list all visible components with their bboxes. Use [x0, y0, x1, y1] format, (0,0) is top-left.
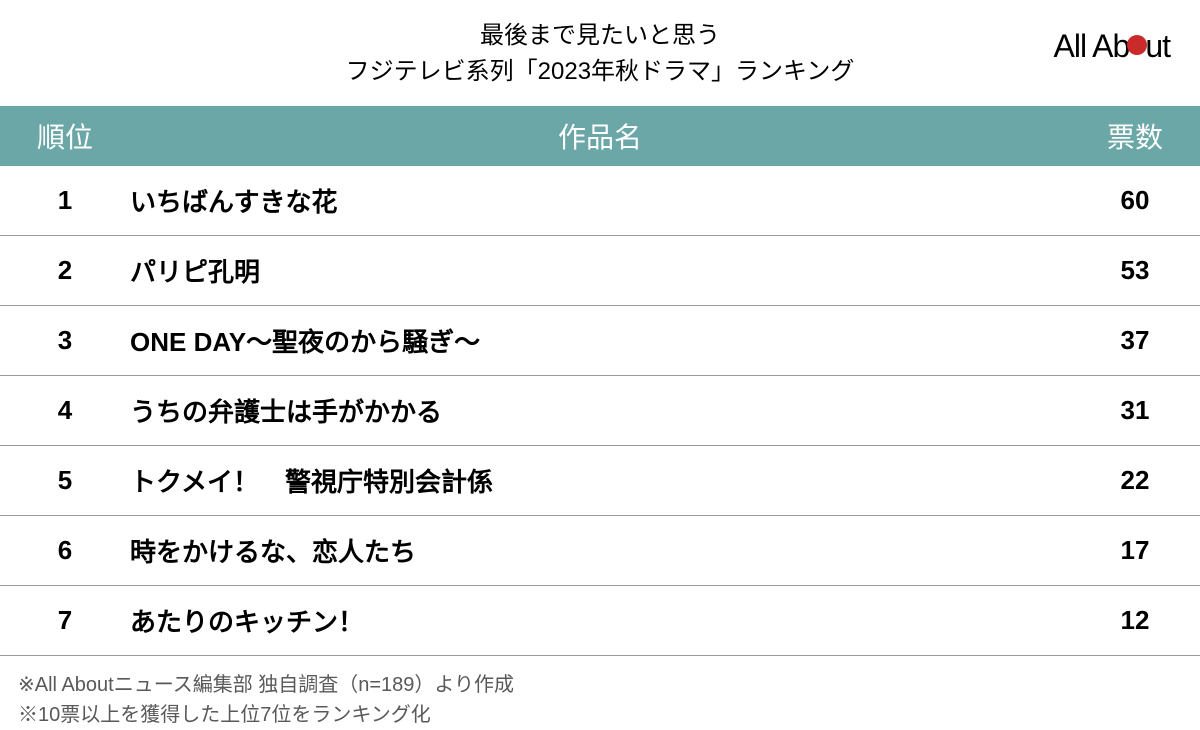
cell-votes: 12: [1070, 586, 1200, 656]
ranking-infographic: 最後まで見たいと思う フジテレビ系列「2023年秋ドラマ」ランキング All A…: [0, 0, 1200, 730]
cell-votes: 31: [1070, 376, 1200, 446]
table-row: 7 あたりのキッチン！ 12: [0, 586, 1200, 656]
cell-votes: 37: [1070, 306, 1200, 376]
cell-title: トクメイ！ 警視庁特別会計係: [130, 446, 1070, 516]
cell-votes: 22: [1070, 446, 1200, 516]
cell-votes: 17: [1070, 516, 1200, 586]
header: 最後まで見たいと思う フジテレビ系列「2023年秋ドラマ」ランキング All A…: [0, 0, 1200, 106]
table-row: 6 時をかけるな、恋人たち 17: [0, 516, 1200, 586]
cell-rank: 4: [0, 376, 130, 446]
column-header-title: 作品名: [130, 106, 1070, 166]
table-row: 1 いちばんすきな花 60: [0, 166, 1200, 236]
cell-rank: 3: [0, 306, 130, 376]
cell-rank: 6: [0, 516, 130, 586]
cell-rank: 7: [0, 586, 130, 656]
ranking-table: 順位 作品名 票数 1 いちばんすきな花 60 2 パリピ孔明 53 3 ONE…: [0, 106, 1200, 656]
cell-title: いちばんすきな花: [130, 166, 1070, 236]
footer-note-2: ※10票以上を獲得した上位7位をランキング化: [18, 700, 1182, 730]
logo-suffix: ut: [1145, 28, 1170, 64]
title-line-2: フジテレビ系列「2023年秋ドラマ」ランキング: [30, 54, 1170, 90]
cell-title: うちの弁護士は手がかかる: [130, 376, 1070, 446]
table-body: 1 いちばんすきな花 60 2 パリピ孔明 53 3 ONE DAY〜聖夜のから…: [0, 166, 1200, 656]
cell-rank: 2: [0, 236, 130, 306]
table-row: 2 パリピ孔明 53: [0, 236, 1200, 306]
allabout-logo: All Ab ut: [1053, 28, 1170, 65]
table-row: 3 ONE DAY〜聖夜のから騒ぎ〜 37: [0, 306, 1200, 376]
table-row: 4 うちの弁護士は手がかかる 31: [0, 376, 1200, 446]
table-row: 5 トクメイ！ 警視庁特別会計係 22: [0, 446, 1200, 516]
cell-title: 時をかけるな、恋人たち: [130, 516, 1070, 586]
column-header-rank: 順位: [0, 106, 130, 166]
cell-title: あたりのキッチン！: [130, 586, 1070, 656]
table-header-row: 順位 作品名 票数: [0, 106, 1200, 166]
cell-title: ONE DAY〜聖夜のから騒ぎ〜: [130, 306, 1070, 376]
cell-votes: 60: [1070, 166, 1200, 236]
logo-prefix: All Ab: [1053, 28, 1129, 64]
cell-title: パリピ孔明: [130, 236, 1070, 306]
cell-rank: 5: [0, 446, 130, 516]
footer-notes: ※All Aboutニュース編集部 独自調査（n=189）より作成 ※10票以上…: [0, 656, 1200, 730]
cell-votes: 53: [1070, 236, 1200, 306]
title-line-1: 最後まで見たいと思う: [30, 18, 1170, 54]
column-header-votes: 票数: [1070, 106, 1200, 166]
cell-rank: 1: [0, 166, 130, 236]
footer-note-1: ※All Aboutニュース編集部 独自調査（n=189）より作成: [18, 670, 1182, 700]
